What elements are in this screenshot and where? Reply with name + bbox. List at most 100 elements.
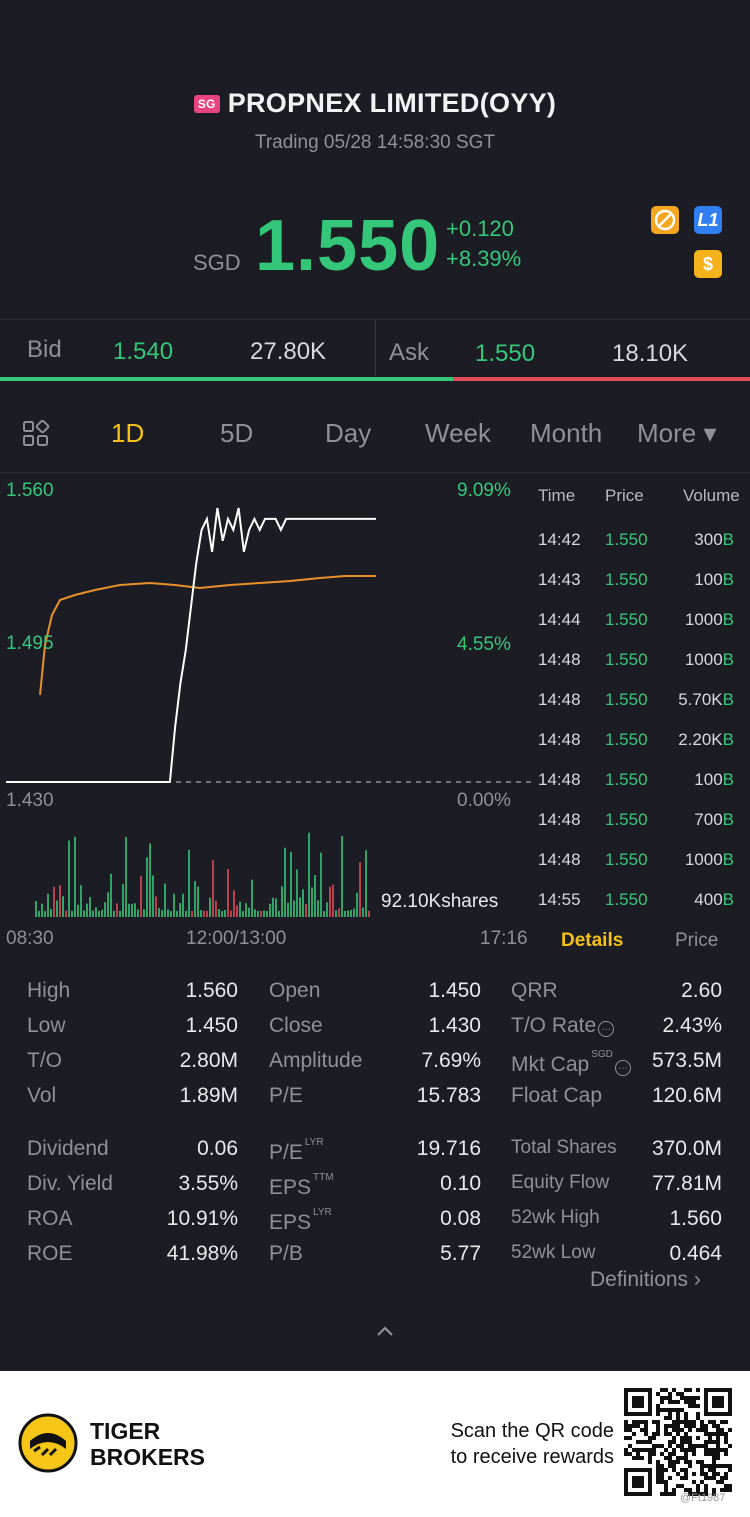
qr-module [704,1448,708,1452]
stat-label-text: Vol [27,1084,57,1107]
qr-module [680,1440,684,1444]
chevron-up-icon[interactable] [375,1318,395,1344]
qr-module [640,1448,644,1452]
qr-module [696,1416,700,1420]
qr-module [668,1460,672,1464]
tab-details[interactable]: Details [561,930,624,951]
stat-label: T/O Rate… [511,1014,615,1038]
tab-price[interactable]: Price [675,930,719,951]
grid-layout-icon[interactable] [22,419,50,453]
qr-module [656,1476,660,1480]
x-axis-end: 17:16 [480,928,528,949]
qr-module [628,1436,632,1440]
qr-module [668,1400,672,1404]
bid-size: 27.80K [250,338,327,365]
qr-module [684,1488,688,1492]
stat-label-text: Close [269,1014,323,1037]
qr-code[interactable] [624,1388,732,1496]
tab-5d[interactable]: 5D [220,418,254,448]
qr-module [672,1468,676,1472]
qr-module [664,1432,668,1436]
qr-module [680,1396,684,1400]
tab-1d[interactable]: 1D [111,418,145,448]
chevron-right-icon: › [693,1268,701,1291]
y-axis-low: 1.430 [6,790,54,811]
qr-module [664,1408,668,1412]
stat-label-text: P/B [269,1242,303,1265]
qr-module [644,1440,648,1444]
buy-flag: B [722,650,734,669]
buy-flag: B [722,690,734,709]
qr-module [668,1424,672,1428]
no-short-icon[interactable] [651,206,679,234]
buy-flag: B [722,730,734,749]
tape-row-volume: 2.20KB [678,730,734,750]
qr-module [704,1476,708,1480]
qr-module [660,1480,664,1484]
qr-module [672,1436,676,1440]
qr-module [712,1468,716,1472]
tape-row-volume: 100B [694,570,734,590]
stat-value: 1.450 [185,1014,238,1037]
qr-module [724,1476,728,1480]
qr-module [704,1444,708,1448]
qr-module [648,1460,652,1464]
trading-status: Trading 05/28 14:58:30 SGT [254,132,496,153]
stat-label: EPS TTM [269,1172,334,1200]
tape-header-volume: Volume [683,486,740,505]
stat-label-text: ROE [27,1242,73,1265]
stat-value: 1.560 [669,1207,722,1230]
last-price: 1.550 [255,206,441,286]
stat-label: ROE [27,1242,73,1266]
qr-module [660,1388,664,1392]
tab-week[interactable]: Week [425,418,491,448]
qr-module [672,1452,676,1456]
tab-more[interactable]: More ▾ [637,418,717,448]
stat-value: 7.69% [421,1049,481,1072]
stat-label-text: Open [269,979,321,1002]
qr-module [712,1488,716,1492]
stat-value: 2.43% [662,1014,722,1037]
definitions-link[interactable]: Definitions › [590,1268,701,1292]
qr-module [632,1448,636,1452]
info-icon[interactable]: … [614,1060,631,1076]
qr-module [668,1416,672,1420]
qr-module [688,1388,692,1392]
qr-module [668,1492,672,1496]
qr-module [708,1452,712,1456]
stat-value: 1.450 [428,979,481,1002]
tab-day[interactable]: Day [325,418,372,448]
qr-module [668,1440,672,1444]
stat-value: 573.5M [651,1049,722,1072]
qr-module [656,1412,660,1416]
level1-icon[interactable]: L1 [694,206,722,234]
tape-row-time: 14:48 [538,850,581,869]
qr-module [656,1424,660,1428]
qr-module [704,1492,708,1496]
qr-module [700,1472,704,1476]
tape-row-volume: 1000B [685,650,734,670]
qr-module [712,1472,716,1476]
stat-label: QRR [511,979,558,1003]
dollar-icon[interactable]: $ [694,250,722,278]
qr-module [716,1440,720,1444]
stat-value: 1.430 [428,1014,481,1037]
qr-module [700,1464,704,1468]
tab-month[interactable]: Month [530,418,603,448]
qr-module [716,1452,720,1456]
intraday-chart[interactable] [0,475,532,925]
qr-module [640,1456,644,1460]
qr-module [668,1464,672,1468]
stat-label: T/O [27,1049,62,1073]
qr-module [672,1488,676,1492]
qr-module [684,1452,688,1456]
info-icon[interactable]: … [598,1021,615,1037]
qr-module [676,1420,680,1424]
qr-module [676,1472,680,1476]
qr-module [664,1468,668,1472]
qr-module [672,1460,676,1464]
qr-module [672,1464,676,1468]
tape-row-price: 1.550 [605,850,648,869]
tape-volume-value: 100 [694,570,723,589]
stat-label: Dividend [27,1137,109,1161]
